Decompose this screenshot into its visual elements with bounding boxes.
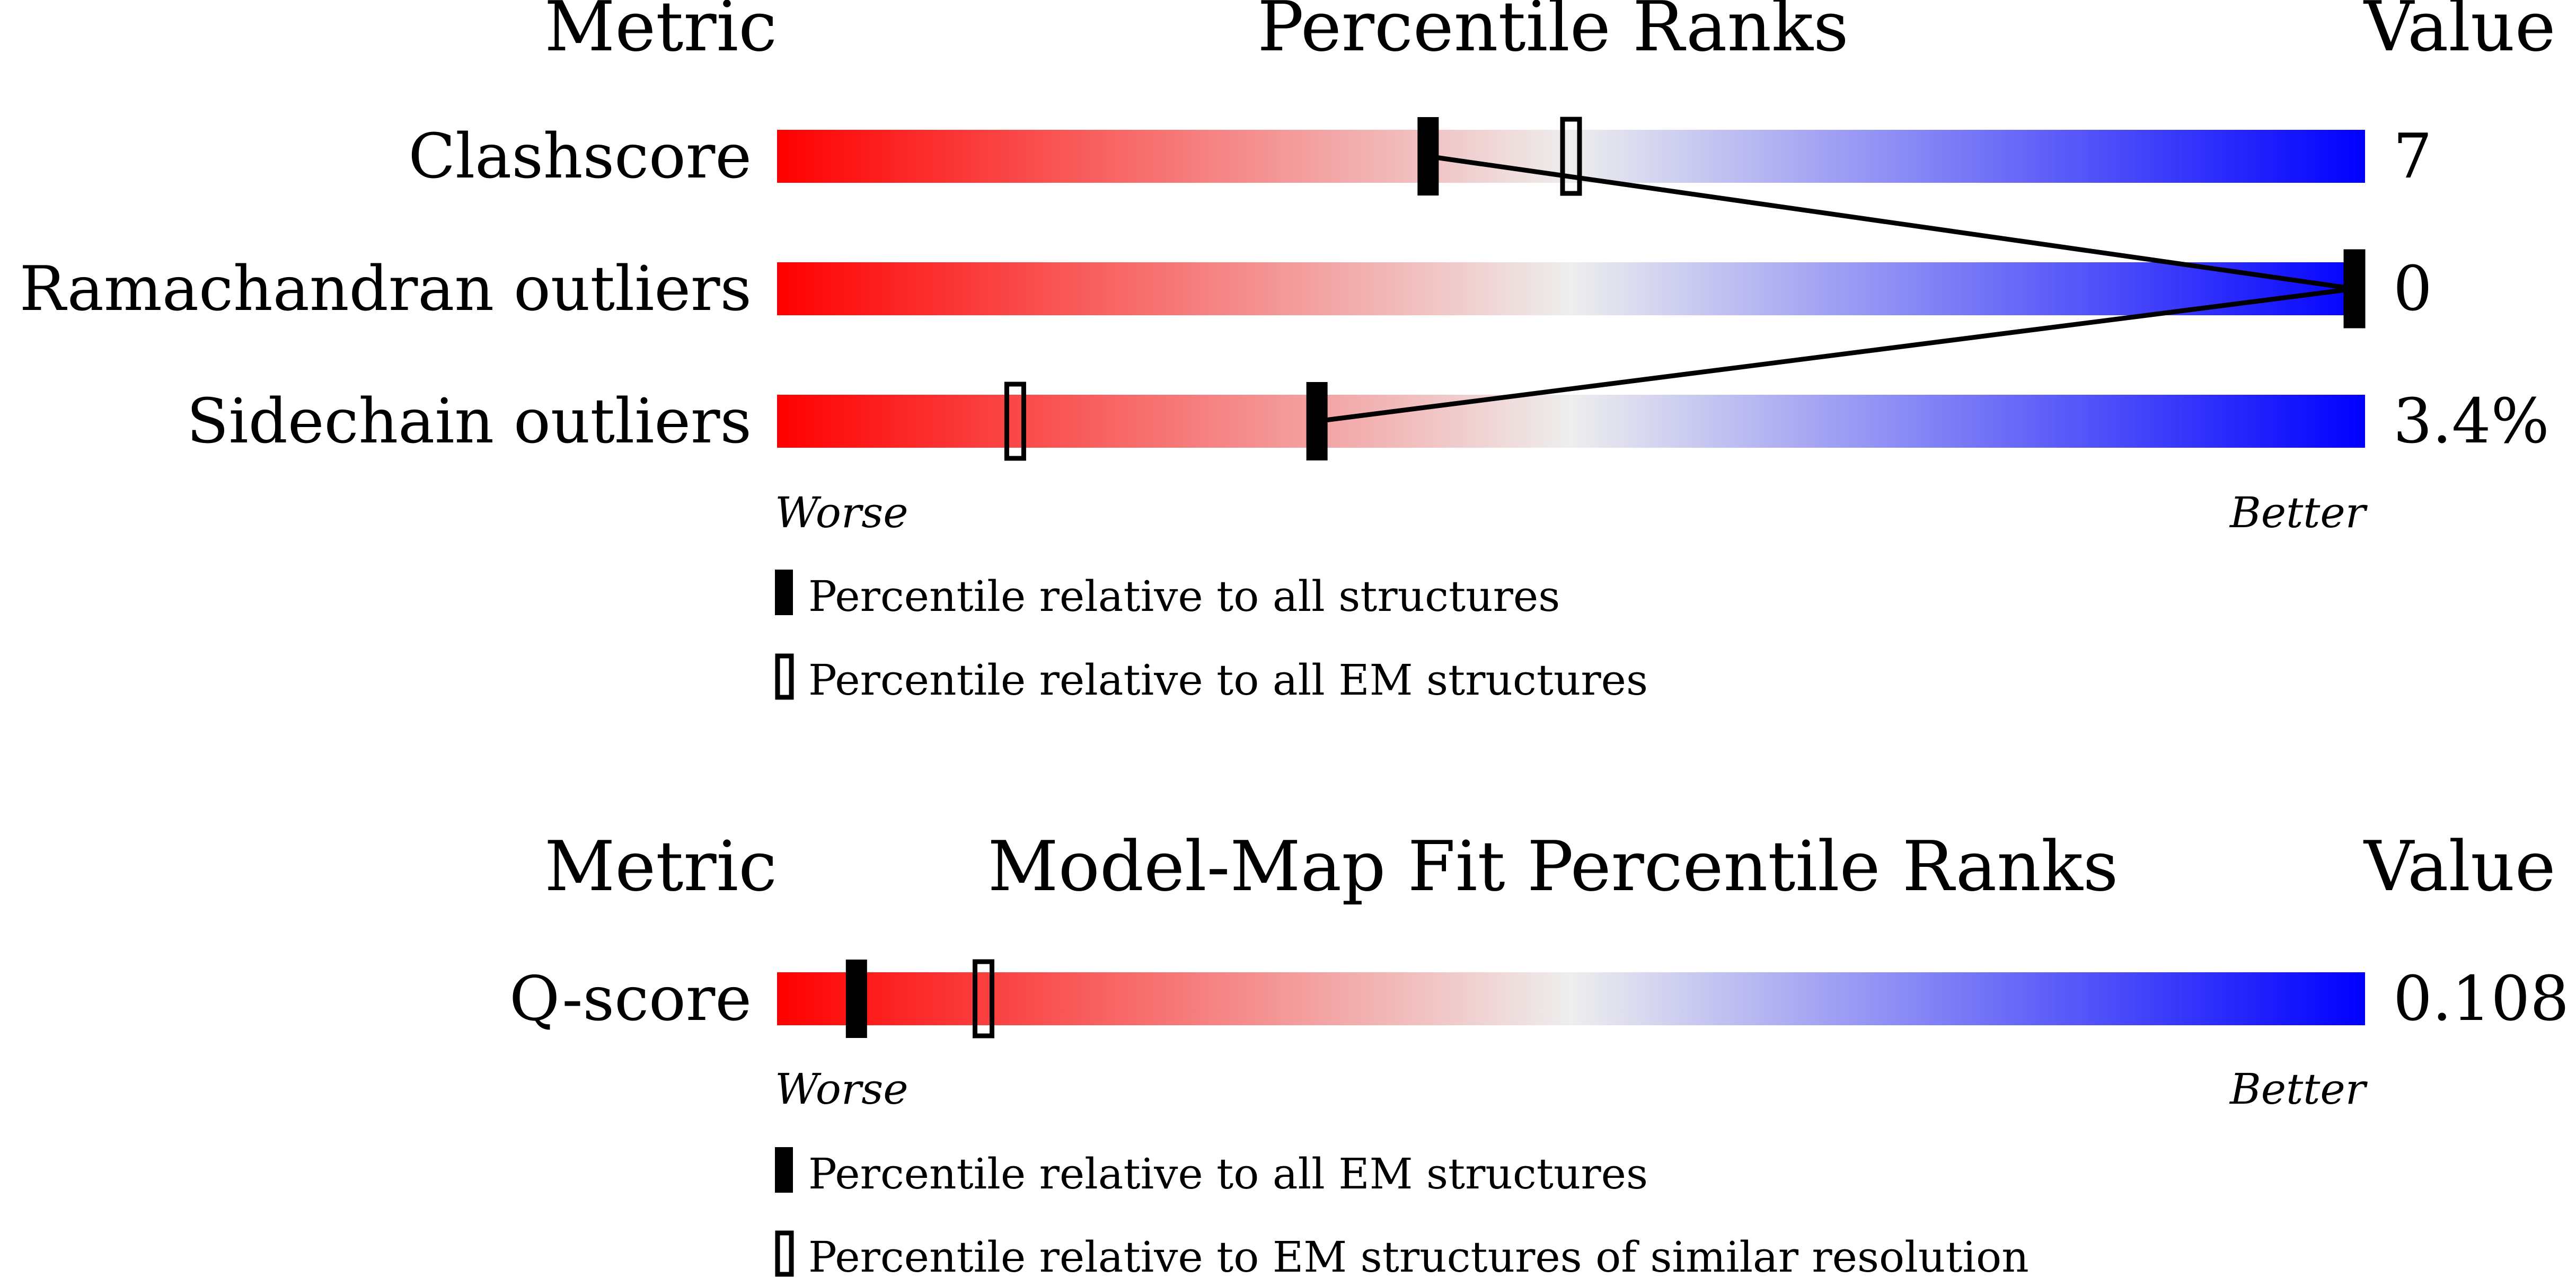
metric-label-clashscore: Clashscore — [408, 121, 752, 192]
worse-label-2: Worse — [775, 1064, 908, 1114]
em-percentile-marker-q-score — [972, 959, 994, 1039]
metric-label-ramachandran-outliers: Ramachandran outliers — [20, 253, 752, 325]
em-percentile-marker-clashscore — [1560, 117, 1582, 196]
validation-panel: Clashscore 7 Ramachandran outliers 0 Sidecha… — [20, 117, 2549, 461]
legend-open-marker — [775, 653, 794, 700]
metric-header-2: Metric — [544, 826, 777, 907]
em-percentile-marker-sidechain-outliers — [1004, 381, 1026, 461]
worse-label: Worse — [775, 488, 908, 537]
ranks-header: Percentile Ranks — [1257, 0, 1848, 67]
metric-header: Metric — [544, 0, 777, 67]
legend-filled-marker — [775, 570, 793, 615]
rank-bar-clashscore — [777, 130, 2365, 183]
legend-filled-text: Percentile relative to all structures — [808, 572, 1560, 621]
metric-value-q-score: 0.108 — [2393, 963, 2569, 1035]
rank-bar-q-score — [777, 972, 2365, 1025]
metric-label-q-score: Q-score — [509, 963, 752, 1035]
metric-value-clashscore: 7 — [2393, 121, 2432, 192]
metric-label-sidechain-outliers: Sidechain outliers — [187, 386, 752, 457]
value-header-2: Value — [2363, 826, 2556, 907]
better-label: Better — [2229, 488, 2368, 537]
legend-filled-text-2: Percentile relative to all EM structures — [808, 1149, 1648, 1199]
model-map-fit-panel: Q-score 0.108 — [509, 959, 2569, 1039]
rank-bar-sidechain-outliers — [777, 395, 2365, 448]
legend-open-text-2: Percentile relative to EM structures of … — [808, 1232, 2029, 1278]
all-percentile-marker-q-score — [845, 960, 867, 1038]
legend-filled-marker-2 — [775, 1147, 793, 1193]
fit-ranks-header: Model-Map Fit Percentile Ranks — [988, 826, 2119, 907]
better-label-2: Better — [2229, 1064, 2368, 1114]
legend-open-marker-2 — [775, 1230, 794, 1277]
legend-open-text: Percentile relative to all EM structures — [808, 655, 1648, 705]
metric-value-sidechain-outliers: 3.4% — [2393, 386, 2549, 457]
percentile-connector-line — [1317, 154, 2355, 424]
value-header: Value — [2363, 0, 2556, 67]
metric-value-ramachandran-outliers: 0 — [2393, 253, 2432, 325]
rank-bar-ramachandran-outliers — [777, 262, 2365, 315]
